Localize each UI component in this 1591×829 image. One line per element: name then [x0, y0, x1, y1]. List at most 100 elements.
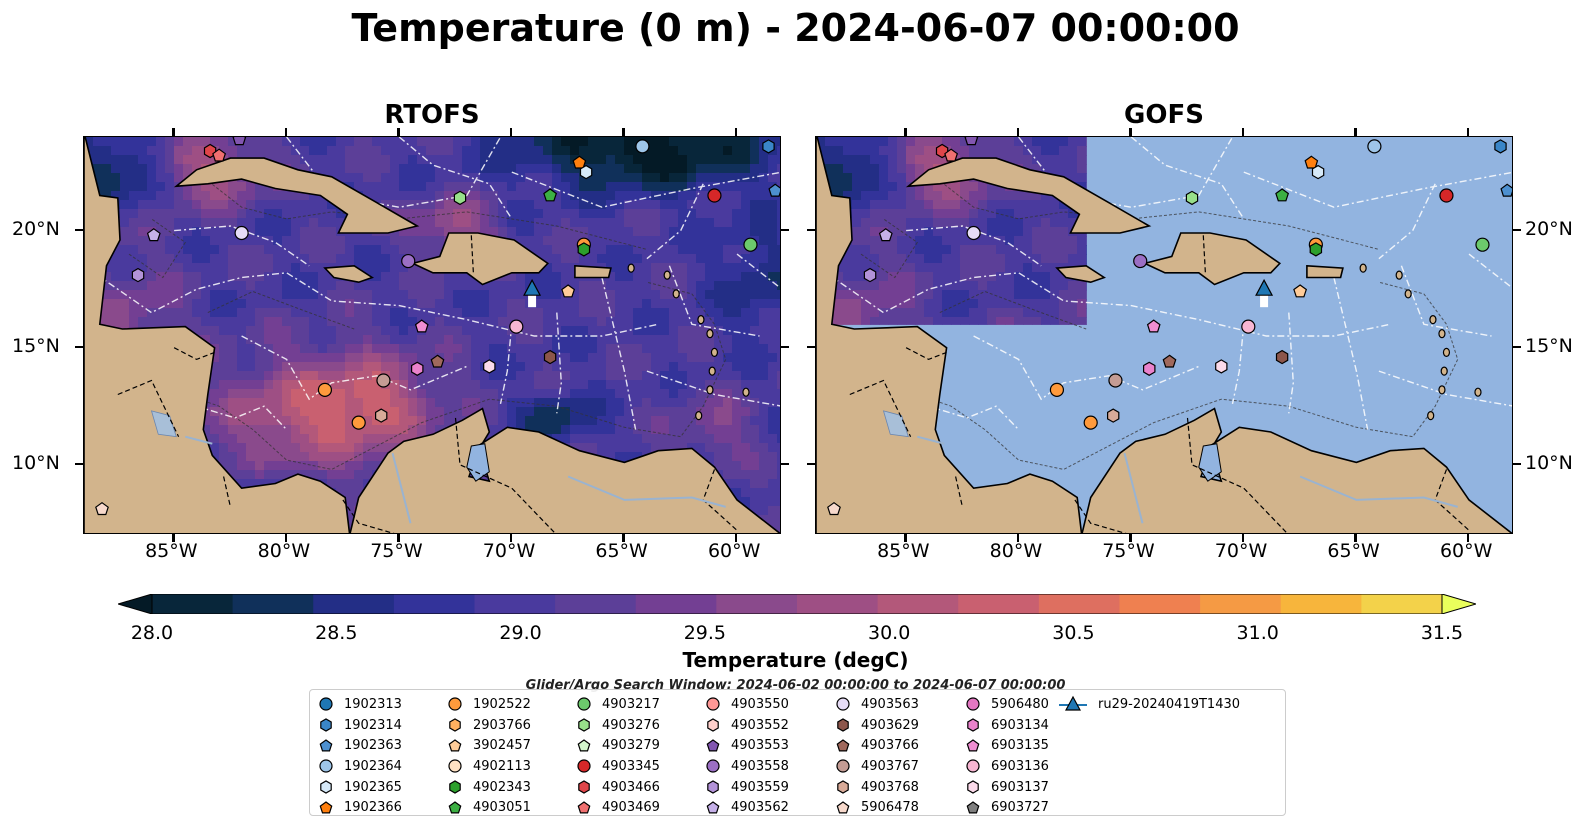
colorbar-bin: [1361, 594, 1443, 614]
gofs-map-canvas: [816, 137, 1512, 533]
lon-tick-mark: [1129, 534, 1132, 542]
lat-tick-label: 15°N: [12, 334, 60, 357]
lon-tick-label: 85°W: [145, 540, 198, 562]
legend-label: 4903767: [861, 758, 919, 774]
legend-label: 4902343: [473, 779, 531, 795]
legend-label: 4903563: [861, 696, 919, 712]
float-marker: [1185, 190, 1199, 206]
legend-item: 4903550: [705, 694, 789, 715]
lon-tick-mark: [1354, 128, 1357, 136]
float-marker: [95, 501, 109, 516]
legend-item: 4903553: [705, 735, 789, 756]
colorbar-bin: [877, 594, 959, 614]
legend-item: 4902113: [447, 756, 531, 777]
colorbar-bin: [958, 594, 1040, 614]
legend-marker-icon: [577, 759, 591, 774]
legend-column: 5906480 6903134 6903135 6903136 6903137 69037…: [965, 694, 1049, 818]
legend-label: 6903727: [991, 800, 1049, 816]
float-markers: [95, 137, 780, 516]
legend-label: 4903553: [731, 738, 789, 754]
legend-label: 4903562: [731, 800, 789, 816]
legend-label: ru29-20240419T1430: [1098, 696, 1241, 712]
float-marker: [131, 267, 145, 283]
legend-marker-icon: [448, 801, 462, 814]
float-marker: [1494, 139, 1507, 154]
legend-label: 4903279: [602, 738, 660, 754]
land: [816, 137, 1512, 533]
legend-item: 1902366: [318, 797, 402, 818]
lon-tick-mark: [284, 128, 288, 136]
legend-label: 4903559: [731, 779, 789, 795]
colorbar-under-arrow: [116, 593, 153, 615]
lat-tick-label: 20°N: [1525, 217, 1573, 240]
legend-label: 4903345: [602, 758, 660, 774]
lon-tick-mark: [1354, 534, 1357, 542]
lon-tick-label: 60°W: [707, 540, 761, 562]
land: [84, 137, 780, 533]
lakes: [882, 410, 1222, 482]
float-marker: [375, 408, 388, 423]
legend-label: 1902366: [344, 800, 402, 816]
legend-label: 2903766: [473, 717, 531, 733]
legend-column: 4903217 4903276 4903279 4903345 4903466 49034…: [576, 694, 660, 818]
lon-tick-mark: [622, 128, 625, 136]
legend-marker-icon: [966, 738, 980, 752]
legend-marker-icon: [448, 738, 462, 752]
legend-label: 4903629: [861, 717, 919, 733]
float-marker: [1143, 361, 1156, 376]
legend-label: 4903051: [473, 800, 531, 816]
legend-marker-icon: [449, 780, 461, 794]
float-marker: [1107, 408, 1120, 423]
legend-label: 3902457: [473, 738, 531, 754]
legend-item: 1902313: [318, 694, 402, 715]
legend-marker-icon: [967, 780, 979, 794]
lon-tick-label: 70°W: [1214, 540, 1268, 562]
legend-item: 1902363: [318, 735, 402, 756]
float-marker: [1275, 349, 1289, 365]
lat-tick-mark: [781, 462, 789, 466]
legend-item: 6903137: [965, 777, 1049, 798]
legend-marker-icon: [448, 697, 462, 711]
float-markers: [827, 137, 1512, 516]
legend: 1902313 1902314 1902363 1902364 1902365 19023…: [309, 689, 1286, 816]
float-marker: [453, 190, 467, 206]
lon-tick-mark: [1466, 128, 1470, 136]
legend-label: 4903558: [731, 758, 789, 774]
legend-item: 6903136: [965, 756, 1049, 777]
legend-label: 1902313: [344, 696, 402, 712]
lon-tick-label: 75°W: [370, 540, 423, 562]
float-marker: [1311, 164, 1325, 180]
legend-item: 4903558: [705, 756, 789, 777]
legend-marker-icon: [706, 697, 720, 711]
float-marker: [1146, 319, 1161, 333]
legend-marker-icon: [706, 759, 720, 774]
lon-tick-mark: [509, 128, 513, 136]
lat-tick-label: 10°N: [1525, 451, 1573, 474]
float-marker: [577, 242, 591, 257]
legend-marker-icon: [706, 801, 720, 814]
legend-label: 1902363: [344, 738, 402, 754]
legend-label: 5906478: [861, 800, 919, 816]
lon-tick-label: 85°W: [877, 540, 930, 562]
lat-tick-mark: [781, 228, 789, 232]
float-marker: [1309, 242, 1323, 257]
legend-marker-icon: [1059, 696, 1087, 711]
lat-tick-mark: [1513, 345, 1521, 349]
legend-item: 4903466: [576, 777, 660, 798]
colorbar-tick-label: 31.0: [1236, 622, 1279, 644]
colorbar-bin: [1200, 594, 1282, 614]
legend-item: 4903279: [576, 735, 660, 756]
legend-label: 5906480: [991, 696, 1049, 712]
colorbar-over-arrow: [1441, 593, 1478, 615]
float-marker: [234, 225, 249, 241]
colorbar-bin: [1280, 594, 1362, 614]
legend-marker-icon: [707, 780, 719, 794]
lon-tick-mark: [397, 534, 400, 542]
float-marker: [376, 373, 391, 388]
legend-marker-icon: [836, 801, 850, 814]
float-marker: [743, 237, 758, 252]
legend-marker-icon: [706, 738, 720, 752]
legend-label: 1902314: [344, 717, 402, 733]
colorbar-tick-label: 28.0: [130, 622, 174, 644]
legend-marker-icon: [578, 718, 590, 732]
